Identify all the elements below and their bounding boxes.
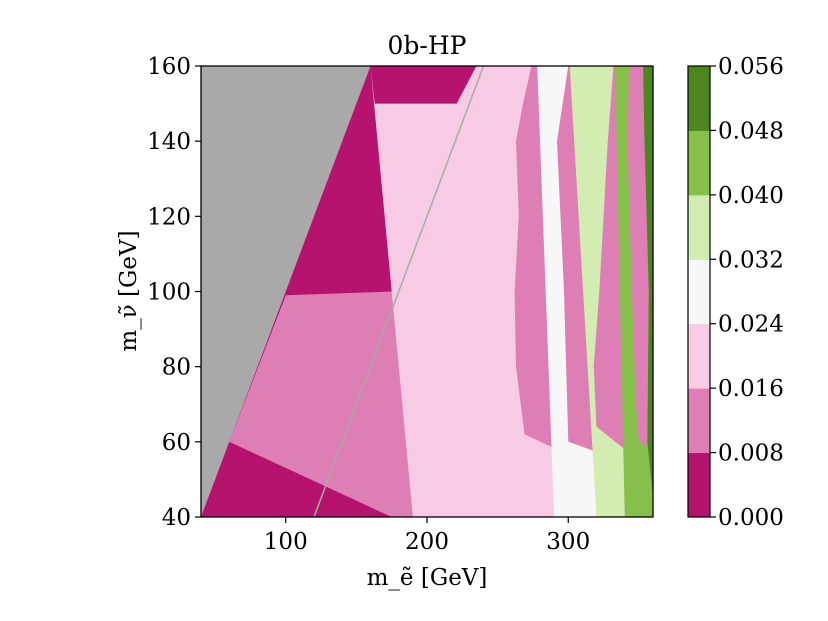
contour-band-7: [643, 66, 653, 499]
y-axis: 40 60 80 100 120 140 160: [147, 54, 201, 531]
plot-area: [201, 66, 653, 517]
y-tick-label: 40: [162, 505, 191, 531]
colorbar-tick-label: 0.048: [718, 118, 784, 144]
x-axis-title: m_ẽ [GeV]: [367, 565, 488, 591]
diagonal-line: [313, 66, 485, 517]
y-tick-label: 120: [147, 204, 191, 230]
x-axis: 100 200 300: [264, 517, 590, 555]
colorbar-swatch: [688, 388, 710, 454]
y-axis-title: m_ν̃ [GeV]: [116, 230, 142, 351]
colorbar-tick-label: 0.024: [718, 312, 784, 338]
colorbar-tick-label: 0.016: [718, 376, 784, 402]
colorbar: 0.000 0.008 0.016 0.024 0.032 0.040 0.048 0.056: [687, 54, 784, 531]
colorbar-tick-label: 0.032: [718, 247, 784, 273]
colorbar-tick-label: 0.008: [718, 441, 784, 467]
colorbar-tick-label: 0.056: [718, 54, 784, 80]
y-tick-label: 80: [162, 355, 191, 381]
x-tick-label: 100: [264, 529, 308, 555]
y-tick-label: 100: [147, 280, 191, 306]
colorbar-frame: [687, 65, 711, 518]
x-tick-label: 200: [405, 529, 449, 555]
colorbar-swatch: [688, 66, 710, 131]
contour-band-5: [569, 66, 653, 517]
chart-title: 0b-HP: [388, 31, 467, 60]
y-tick-label: 160: [147, 54, 191, 80]
y-tick-label: 140: [147, 129, 191, 155]
excluded-region: [201, 66, 371, 517]
y-tick-label: 60: [162, 430, 191, 456]
colorbar-swatch: [688, 452, 710, 518]
colorbar-tick-label: 0.000: [718, 505, 784, 531]
colorbar-swatch: [688, 194, 710, 260]
x-tick-label: 300: [546, 529, 590, 555]
colorbar-swatch: [688, 130, 710, 196]
colorbar-swatch: [688, 259, 710, 325]
contour-band-6: [614, 66, 653, 517]
colorbar-tick-label: 0.040: [718, 183, 784, 209]
colorbar-swatch: [688, 323, 710, 389]
contour-band-4: [537, 66, 653, 517]
